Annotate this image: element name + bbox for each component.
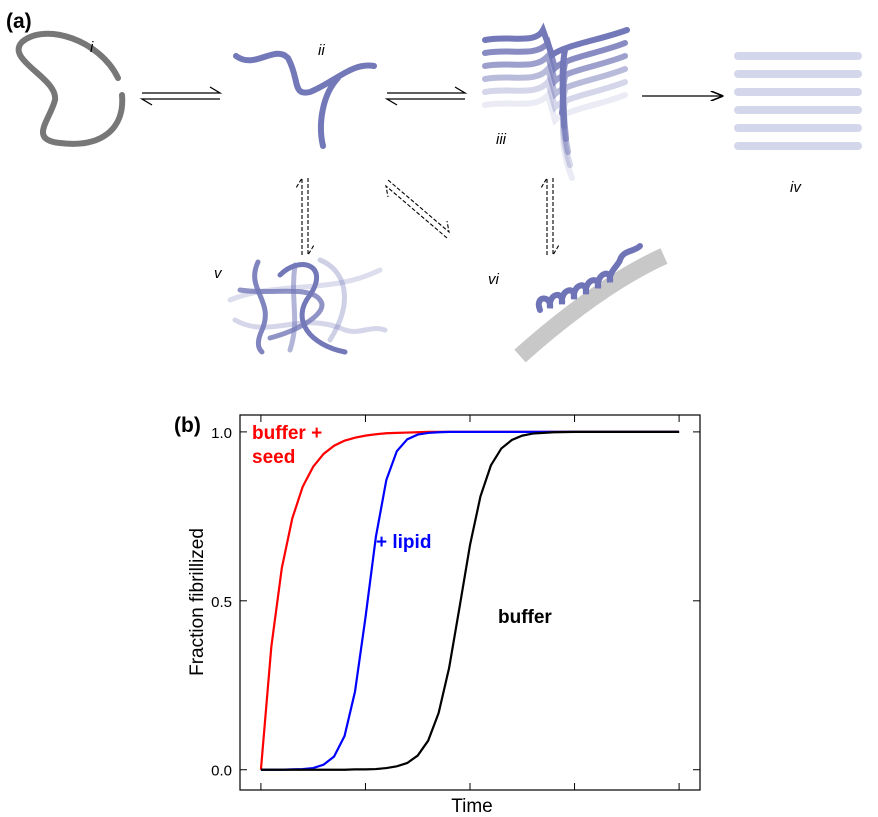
unfolded-chain	[15, 30, 126, 147]
series-line	[259, 430, 680, 770]
aggregate	[227, 257, 388, 355]
membrane	[514, 248, 668, 363]
monomer	[233, 50, 377, 149]
fibril	[734, 52, 862, 150]
state-label: iv	[790, 179, 802, 196]
state-label: vi	[488, 271, 500, 288]
state-label: iii	[496, 131, 507, 148]
helix	[535, 243, 643, 313]
series-label: + lipid	[376, 532, 432, 553]
equilibrium-arrow	[295, 176, 560, 257]
series-label: buffer + seed	[252, 423, 323, 468]
y-axis-label: Fraction fibrillized	[187, 528, 208, 676]
y-tick-label: 0.5	[211, 594, 232, 611]
oligomer	[482, 22, 630, 181]
plot-frame	[239, 414, 701, 791]
equilibrium-arrow	[139, 86, 468, 106]
y-tick-label: 0.0	[211, 763, 232, 780]
series-label: buffer	[498, 607, 552, 628]
panel-label: (b)	[174, 414, 201, 437]
x-axis-label: Time	[451, 796, 493, 817]
series-line	[260, 430, 680, 771]
state-label: ii	[318, 42, 325, 59]
state-label: i	[90, 39, 94, 56]
y-tick-label: 1.0	[211, 425, 232, 442]
series-line	[260, 430, 680, 771]
panel-label: (a)	[6, 10, 32, 33]
state-label: v	[214, 265, 223, 282]
